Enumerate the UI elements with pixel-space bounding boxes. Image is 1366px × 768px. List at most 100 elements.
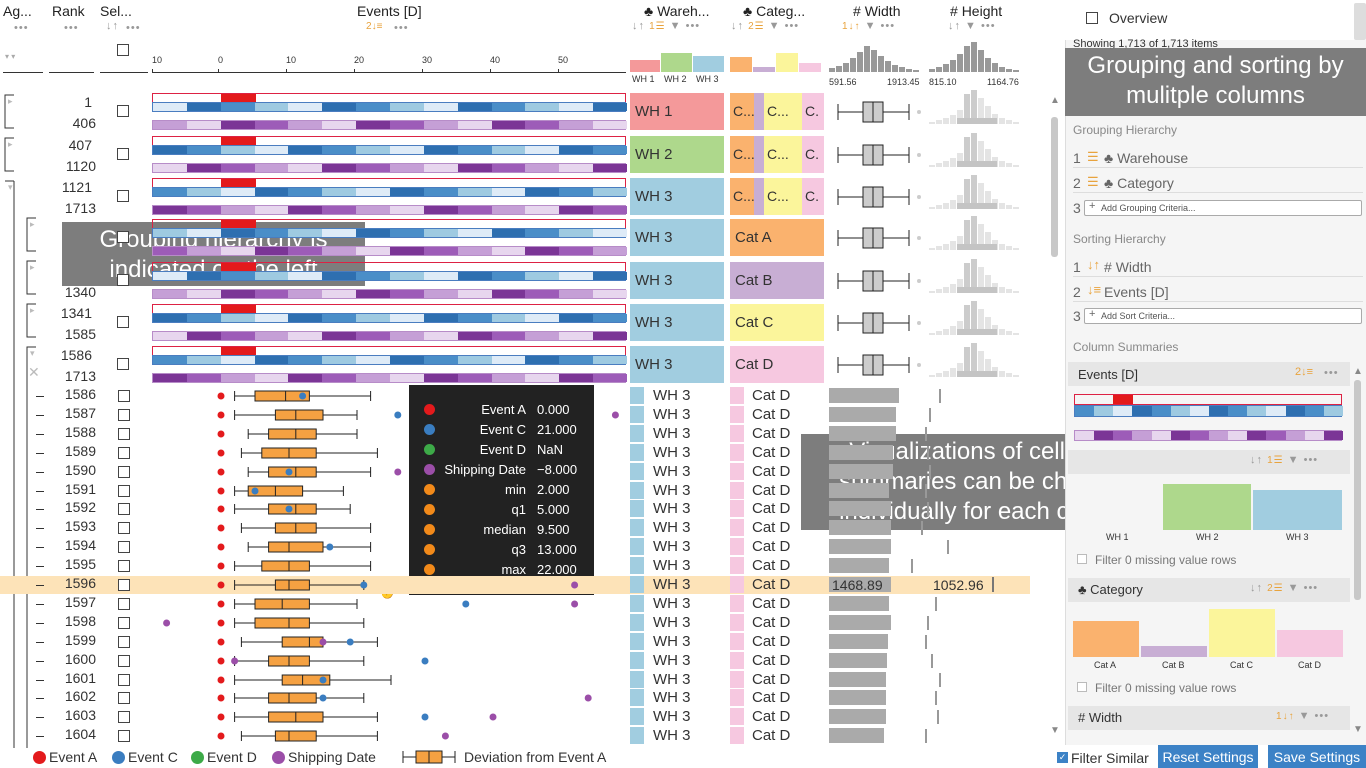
sort-icon[interactable]: ↓↑ 1☰ ▼ •••	[632, 20, 701, 32]
aggregate-header[interactable]: Ag...	[3, 3, 32, 19]
more-icon[interactable]: •••	[394, 22, 409, 34]
row-checkbox[interactable]	[118, 390, 130, 402]
scroll-thumb[interactable]	[1354, 380, 1361, 600]
sort-icon[interactable]: ↓↑ 2☰ ▼ •••	[731, 20, 800, 32]
row-checkbox[interactable]	[118, 427, 130, 440]
select-all-checkbox[interactable]	[117, 44, 129, 56]
group-checkbox[interactable]	[117, 190, 129, 202]
category-header[interactable]: ♣ Categ...	[743, 3, 805, 19]
row-checkbox[interactable]	[118, 616, 130, 629]
sort-icon[interactable]: ↓↑	[106, 20, 119, 32]
row-checkbox[interactable]	[118, 541, 130, 554]
group-checkbox[interactable]	[117, 105, 129, 117]
more-icon[interactable]: •••	[126, 22, 141, 34]
add-icon[interactable]: +	[1089, 308, 1096, 320]
filter-similar-label[interactable]: Filter Similar	[1071, 750, 1149, 766]
group-sort-icon[interactable]: ☰	[1087, 174, 1099, 189]
event-boxplot	[217, 466, 402, 478]
row-checkbox[interactable]	[118, 503, 130, 516]
scroll-down-icon[interactable]: ▼	[1353, 724, 1363, 735]
row-rank: 1603	[64, 707, 96, 724]
row-checkbox[interactable]	[118, 446, 130, 459]
row-checkbox[interactable]	[118, 635, 130, 648]
width-bar	[829, 728, 884, 744]
row-warehouse: WH 3	[653, 632, 691, 650]
sort-desc-icon[interactable]: ↓≡	[1087, 282, 1102, 297]
row-category: Cat D	[752, 651, 791, 669]
heatmap-strip	[152, 271, 627, 281]
row-checkbox[interactable]	[118, 484, 130, 497]
more-icon[interactable]: •••	[14, 22, 29, 34]
group-checkbox[interactable]	[117, 231, 129, 243]
sorting-item[interactable]: 1 ↓↑ # Width	[1073, 255, 1363, 277]
sort-asc-icon[interactable]: ↓↑	[1087, 257, 1100, 272]
height-header[interactable]: # Height	[950, 3, 1002, 19]
sort-icon[interactable]: ↓↑ ▼ •••	[948, 20, 996, 32]
group-sort-icon[interactable]: ☰	[1087, 149, 1099, 164]
row-checkbox[interactable]	[118, 711, 130, 724]
row-checkbox[interactable]	[118, 465, 130, 478]
group-checkbox[interactable]	[117, 316, 129, 328]
heatmap-cell	[390, 188, 424, 196]
filter-missing-checkbox[interactable]	[1077, 554, 1087, 564]
save-settings-button[interactable]: Save Settings	[1268, 745, 1366, 768]
sidebar-wh-label: WH 1	[1106, 532, 1129, 542]
row-checkbox[interactable]	[118, 730, 130, 743]
sidebar-collapse-handle[interactable]	[1354, 3, 1366, 40]
collapse-all-icon[interactable]: ▾ ▾	[5, 52, 16, 61]
sorting-item[interactable]: 2 ↓≡ Events [D]	[1073, 280, 1363, 302]
add-grouping-input[interactable]: Add Grouping Criteria...	[1084, 200, 1362, 216]
heatmap-cell	[491, 272, 526, 280]
sort-icon[interactable]: ↓↑ 1☰ ▼ •••	[1250, 454, 1319, 466]
row-checkbox[interactable]	[118, 579, 130, 591]
selection-header[interactable]: Sel...	[100, 3, 132, 19]
overview-checkbox[interactable]	[1086, 12, 1098, 24]
scroll-down-icon[interactable]: ▼	[1050, 725, 1060, 736]
more-icon[interactable]: •••	[1324, 367, 1339, 379]
events-header[interactable]: Events [D]	[357, 3, 422, 19]
filter-similar-checkbox[interactable]: ✓	[1057, 752, 1068, 763]
group-checkbox[interactable]	[117, 274, 129, 286]
heatmap-cell	[288, 229, 323, 237]
grouping-item[interactable]: 2 ☰ ♣ Category	[1073, 171, 1363, 193]
sort-rank-icon[interactable]: 2↓≡	[1295, 366, 1314, 378]
sort-icon[interactable]: 1↓↑ ▼ •••	[1276, 710, 1330, 722]
heatmap-cell	[1304, 431, 1324, 440]
heatmap-cell	[153, 272, 187, 280]
scroll-up-icon[interactable]: ▲	[1050, 95, 1060, 106]
row-checkbox[interactable]	[118, 654, 130, 667]
sort-rank-icon[interactable]: 2↓≡	[366, 21, 383, 32]
overview-label[interactable]: Overview	[1109, 10, 1168, 26]
row-checkbox[interactable]	[118, 673, 130, 686]
width-header[interactable]: # Width	[853, 3, 900, 19]
sort-icon[interactable]: ↓↑ 2☰ ▼ •••	[1250, 582, 1319, 594]
heatmap-cell	[1113, 406, 1133, 416]
filter-missing-checkbox[interactable]	[1077, 682, 1087, 692]
sort-icon[interactable]: 1↓↑ ▼ •••	[842, 20, 896, 32]
row-checkbox[interactable]	[118, 408, 130, 421]
height-tick	[927, 615, 929, 630]
add-sort-input[interactable]: Add Sort Criteria...	[1084, 308, 1362, 324]
reset-settings-button[interactable]: Reset Settings	[1158, 745, 1258, 768]
add-icon[interactable]: +	[1089, 200, 1096, 212]
group-checkbox[interactable]	[117, 148, 129, 160]
row-checkbox[interactable]	[118, 597, 130, 610]
height-tick	[947, 540, 949, 555]
heatmap-cell	[423, 374, 458, 382]
rank-header[interactable]: Rank	[52, 3, 85, 19]
summary-bar-cat-a	[730, 57, 752, 72]
more-icon[interactable]: •••	[64, 22, 79, 34]
row-checkbox[interactable]	[118, 692, 130, 705]
scroll-thumb[interactable]	[1051, 117, 1058, 257]
wh-summary-label: WH 3	[696, 74, 719, 84]
row-cat-swatch	[730, 500, 744, 518]
group-checkbox[interactable]	[117, 358, 129, 370]
row-checkbox[interactable]	[118, 522, 130, 535]
grouping-item[interactable]: 1 ☰ ♣ Warehouse	[1073, 146, 1363, 168]
row-checkbox[interactable]	[118, 560, 130, 573]
sidebar-scrollbar[interactable]: ▲ ▼	[1352, 366, 1364, 738]
table-scrollbar[interactable]: ▲ ▼	[1048, 95, 1062, 740]
collapse-icon[interactable]: ✕	[28, 364, 40, 380]
warehouse-header[interactable]: ♣ Wareh...	[644, 3, 709, 19]
scroll-up-icon[interactable]: ▲	[1353, 366, 1363, 377]
